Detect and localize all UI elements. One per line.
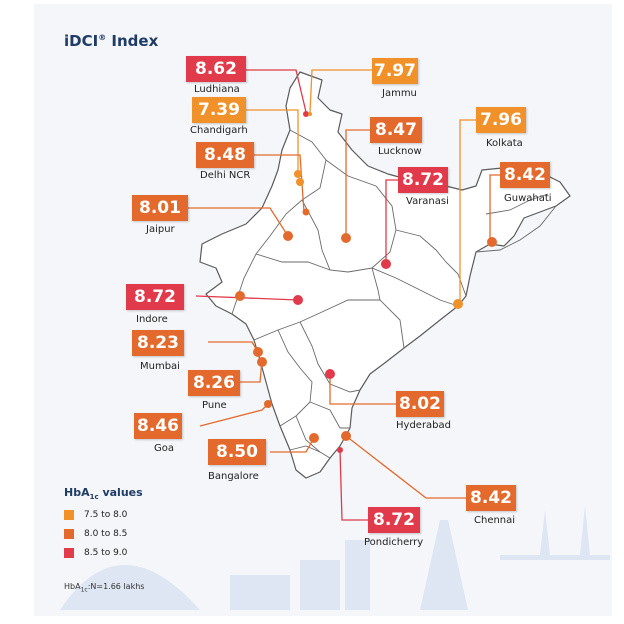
connector-hyderabad [329,374,396,405]
legend-swatch-high [64,548,74,559]
city-label-ludhiana: Ludhiana [194,84,240,95]
dot-delhi [302,208,310,216]
legend-item-mid: 8.0 to 8.5 [64,529,143,540]
city-label-jaipur: Jaipur [146,224,175,235]
connector-lucknow [345,129,370,238]
dot-indore-2 [235,291,245,301]
badge-bangalore: 8.50 [208,439,266,465]
badge-varanasi: 8.72 [398,167,448,193]
india-outline [199,71,571,479]
dot-jaipur [283,231,293,241]
dot-lucknow [341,233,351,243]
badge-guwahati: 8.42 [500,162,550,188]
connector-bangalore [270,437,315,453]
city-label-chennai: Chennai [474,515,516,526]
connector-varanasi [385,179,398,264]
connector-kolkata [459,119,476,302]
connector-pondicherry [339,449,368,521]
connector-ludhiana [246,69,307,113]
city-label-pune: Pune [202,400,227,411]
badge-ludhiana: 8.62 [186,56,246,82]
city-label-delhi: Delhi NCR [200,170,251,181]
connector-jammu [309,69,372,113]
city-label-mumbai: Mumbai [140,361,180,372]
dot-chennai [341,431,351,441]
city-label-bangalore: Bangalore [208,471,259,482]
dot-chandigarh-2 [296,178,304,186]
legend-item-high: 8.5 to 9.0 [64,548,143,559]
badge-delhi: 8.48 [196,142,254,168]
connector-indore [195,295,299,301]
legend-swatch-low [64,510,74,521]
legend: HbA1c values 7.5 to 8.0 8.0 to 8.5 8.5 t… [64,486,143,559]
city-label-indore: Indore [136,314,168,325]
connector-pune [240,359,263,383]
city-label-jammu: Jammu [382,88,417,99]
badge-jammu: 7.97 [372,58,418,84]
legend-title: HbA1c values [64,486,143,502]
connector-guwahati [489,174,500,240]
dot-indore [293,295,303,305]
badge-lucknow: 8.47 [370,117,422,143]
badge-mumbai: 8.23 [132,330,184,356]
state-borders [231,129,557,459]
city-label-lucknow: Lucknow [378,146,422,157]
city-label-goa: Goa [154,443,174,454]
badge-goa: 8.46 [134,413,182,439]
badge-pune: 8.26 [188,370,240,396]
city-dots [235,111,497,453]
legend-label-high: 8.5 to 9.0 [84,548,128,559]
dot-mumbai [253,347,263,357]
dot-kolkata [453,299,463,309]
dot-pondicherry [337,447,343,453]
page-title: iDCI® Index [64,32,159,50]
badge-jaipur: 8.01 [132,195,188,221]
badge-indore: 8.72 [126,284,184,310]
connector-chandigarh [246,109,299,172]
dot-pune [257,357,267,367]
dot-jammu [308,112,312,116]
badge-chennai: 8.42 [466,485,516,511]
city-label-varanasi: Varanasi [406,196,449,207]
legend-swatch-mid [64,529,74,540]
dot-goa [264,400,272,408]
badge-kolkata: 7.96 [476,107,526,133]
badge-pondicherry: 8.72 [368,507,420,533]
city-label-guwahati: Guwahati [504,193,552,204]
legend-item-low: 7.5 to 8.0 [64,510,143,521]
badge-chandigarh: 7.39 [192,97,246,123]
city-label-pondicherry: Pondicherry [364,537,424,548]
connector-lines [188,69,500,521]
connector-delhi [254,154,305,213]
connector-mumbai [208,341,259,353]
city-label-kolkata: Kolkata [486,138,523,149]
city-label-hyderabad: Hyderabad [396,420,451,431]
footnote: HbA1c:N=1.66 lakhs [64,582,145,594]
connector-jaipur [188,207,289,237]
dot-guwahati [487,237,497,247]
dot-ludhiana [303,111,309,117]
dot-hyderabad [325,369,335,379]
city-label-chandigarh: Chandigarh [190,125,248,136]
legend-label-low: 7.5 to 8.0 [84,510,128,521]
skyline-illustration [60,505,610,610]
dot-varanasi [381,259,391,269]
badge-hyderabad: 8.02 [396,391,444,417]
dot-bangalore [309,433,319,443]
dot-chandigarh [294,170,302,178]
legend-label-mid: 8.0 to 8.5 [84,529,128,540]
connector-chennai [345,435,466,499]
